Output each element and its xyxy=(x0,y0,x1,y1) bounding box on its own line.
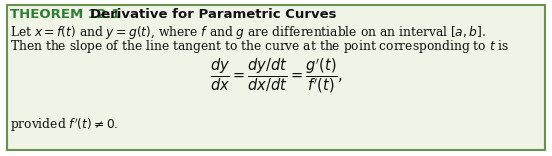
Text: $\dfrac{dy}{dx} = \dfrac{dy/dt}{dx/dt} = \dfrac{g^{\prime}(t)}{f^{\prime}(t)},$: $\dfrac{dy}{dx} = \dfrac{dy/dt}{dx/dt} =… xyxy=(210,56,342,95)
Text: THEOREM 12.1: THEOREM 12.1 xyxy=(10,8,120,21)
Text: Then the slope of the line tangent to the curve at the point corresponding to $t: Then the slope of the line tangent to th… xyxy=(10,38,509,55)
FancyBboxPatch shape xyxy=(7,5,545,150)
Text: Derivative for Parametric Curves: Derivative for Parametric Curves xyxy=(90,8,337,21)
Text: Let $x = f(t)$ and $y = g(t)$, where $f$ and $g$ are differentiable on an interv: Let $x = f(t)$ and $y = g(t)$, where $f$… xyxy=(10,24,486,41)
Text: provided $f^{\prime}(t) \neq 0.$: provided $f^{\prime}(t) \neq 0.$ xyxy=(10,117,119,134)
